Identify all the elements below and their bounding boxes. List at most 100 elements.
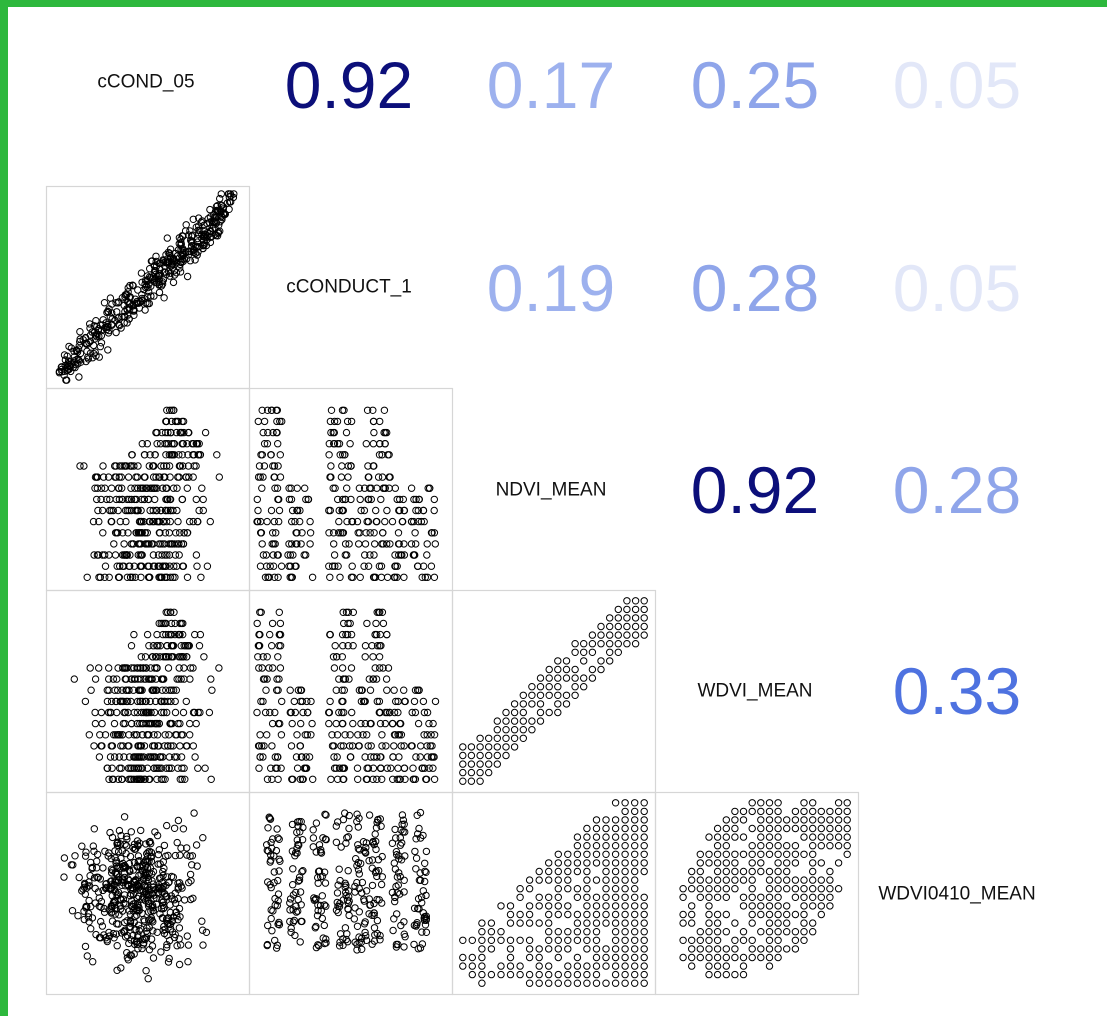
scatter-point <box>97 708 106 717</box>
scatter-point <box>414 517 423 526</box>
scatter-point <box>412 506 420 515</box>
scatter-point <box>157 540 165 548</box>
scatter-point <box>206 213 215 221</box>
scatter-point <box>510 717 519 725</box>
scatter-point <box>193 238 202 246</box>
scatter-point <box>545 674 553 682</box>
scatter-point <box>171 551 180 559</box>
scatter-point <box>353 810 361 818</box>
scatter-point <box>162 686 170 694</box>
scatter-point <box>335 517 343 526</box>
scatter-point <box>153 664 161 672</box>
scatter-point <box>153 440 161 448</box>
scatter-point <box>385 484 393 492</box>
scatter-point <box>124 284 132 292</box>
scatter-point <box>257 697 265 706</box>
scatter-point <box>108 300 116 308</box>
scatter-point <box>485 768 493 777</box>
scatter-point <box>564 910 572 919</box>
scatter-point <box>114 839 122 847</box>
scatter-point <box>713 910 722 919</box>
scatter-point <box>592 816 601 824</box>
scatter-point <box>269 664 277 672</box>
scatter-point <box>273 686 281 694</box>
scatter-point <box>378 451 386 459</box>
scatter-point <box>826 842 834 850</box>
scatter-point <box>809 859 817 867</box>
scatter-point <box>640 936 648 944</box>
scatter-point <box>265 664 273 672</box>
scatter-point <box>731 936 739 944</box>
scatter-point <box>97 484 106 492</box>
scatter-point <box>134 551 143 559</box>
scatter-point <box>834 842 843 850</box>
scatter-point <box>705 936 713 944</box>
scatter-point <box>343 517 351 526</box>
scatter-point <box>318 892 326 900</box>
scatter-point <box>705 919 713 927</box>
scatter-point <box>263 440 272 448</box>
scatter-point <box>288 517 296 526</box>
scatter-point <box>335 764 344 772</box>
scatter-point <box>255 462 264 470</box>
scatter-point <box>126 551 134 559</box>
scatter-point <box>111 551 120 559</box>
scatter-point <box>388 517 397 526</box>
scatter-point <box>163 917 171 925</box>
scatter-point <box>731 816 739 824</box>
scatter-point <box>343 930 351 938</box>
scatter-point <box>506 962 515 970</box>
scatter-point <box>169 913 178 921</box>
scatter-point <box>359 838 368 846</box>
scatter-point <box>493 743 501 751</box>
scatter-point <box>705 876 713 884</box>
scatter-point <box>545 691 553 699</box>
scatter-point <box>748 953 756 962</box>
scatter-point <box>286 573 294 581</box>
scatter-point <box>122 517 130 526</box>
scatter-point <box>125 939 133 948</box>
scatter-point <box>419 506 428 515</box>
scatter-point <box>97 326 106 335</box>
scatter-point <box>353 946 361 954</box>
scatter-point <box>297 686 305 694</box>
scatter-point <box>288 506 297 515</box>
scatter-point <box>274 775 282 783</box>
scatter-point <box>783 842 791 850</box>
scatter-point <box>327 428 335 437</box>
scatter-point <box>144 495 152 504</box>
scatter-point <box>268 406 276 414</box>
scatter-point <box>614 640 622 648</box>
scatter-point <box>421 921 430 929</box>
scatter-point <box>134 299 143 307</box>
scatter-point <box>478 953 486 962</box>
scatter-point <box>583 919 591 927</box>
scatter-point <box>171 630 179 639</box>
scatter-point <box>334 881 342 889</box>
frame-left-border <box>0 0 8 1016</box>
scatter-point <box>160 540 169 548</box>
scatter-point <box>95 664 103 672</box>
scatter-point <box>146 265 154 273</box>
scatter-point <box>606 648 614 656</box>
scatter-point <box>583 902 591 910</box>
scatter-point <box>428 529 436 537</box>
scatter-point <box>309 843 317 851</box>
scatter-point <box>391 484 399 492</box>
scatter-point <box>334 495 342 504</box>
scatter-point <box>425 764 433 772</box>
scatter-point <box>126 573 135 581</box>
scatter-point <box>411 686 420 694</box>
scatter-point <box>269 529 277 537</box>
scatter-point <box>307 697 315 706</box>
scatter-point <box>331 642 339 650</box>
scatter-point <box>132 775 141 783</box>
scatter-point <box>391 825 399 834</box>
scatter-point <box>267 851 275 859</box>
scatter-point <box>294 895 302 904</box>
scatter-point <box>554 902 562 910</box>
scatter-point <box>269 562 278 570</box>
scatter-point <box>155 272 163 280</box>
scatter-point <box>267 451 275 459</box>
scatter-point <box>188 861 196 869</box>
